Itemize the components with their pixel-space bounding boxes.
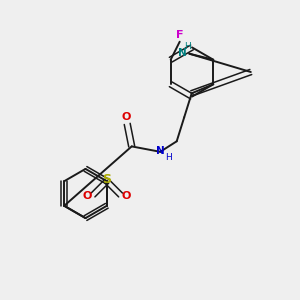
- Text: O: O: [83, 191, 92, 202]
- Text: O: O: [121, 112, 130, 122]
- Text: N: N: [156, 146, 165, 156]
- Text: H: H: [165, 153, 172, 162]
- Text: O: O: [121, 191, 131, 202]
- Text: F: F: [176, 30, 183, 40]
- Text: N: N: [178, 48, 187, 58]
- Text: H: H: [184, 42, 190, 51]
- Text: S: S: [102, 173, 111, 186]
